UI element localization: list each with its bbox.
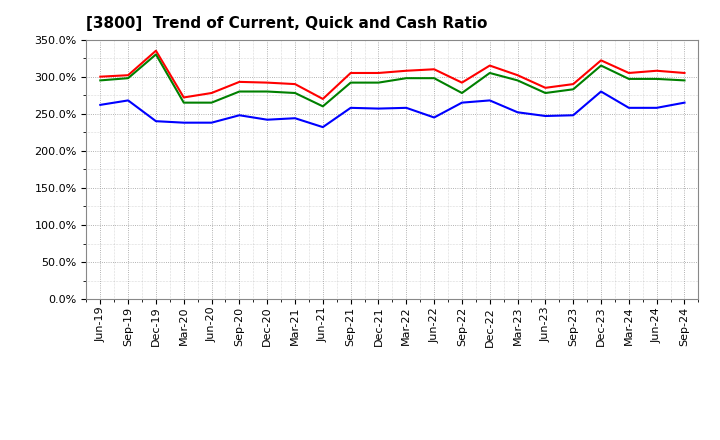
Quick Ratio: [402, 76, 410, 81]
Current Ratio: [346, 70, 355, 76]
Current Ratio: [263, 80, 271, 85]
Current Ratio: [652, 68, 661, 73]
Quick Ratio: [263, 89, 271, 94]
Cash Ratio: [597, 89, 606, 94]
Line: Cash Ratio: Cash Ratio: [100, 92, 685, 127]
Quick Ratio: [124, 76, 132, 81]
Current Ratio: [124, 73, 132, 78]
Quick Ratio: [652, 76, 661, 81]
Line: Current Ratio: Current Ratio: [100, 51, 685, 99]
Quick Ratio: [291, 90, 300, 95]
Quick Ratio: [318, 104, 327, 109]
Cash Ratio: [430, 115, 438, 120]
Quick Ratio: [96, 78, 104, 83]
Current Ratio: [597, 58, 606, 63]
Quick Ratio: [680, 78, 689, 83]
Current Ratio: [179, 95, 188, 100]
Quick Ratio: [152, 52, 161, 57]
Cash Ratio: [458, 100, 467, 105]
Quick Ratio: [430, 76, 438, 81]
Cash Ratio: [569, 113, 577, 118]
Cash Ratio: [541, 114, 550, 119]
Quick Ratio: [207, 100, 216, 105]
Current Ratio: [485, 63, 494, 68]
Current Ratio: [291, 81, 300, 87]
Current Ratio: [458, 80, 467, 85]
Current Ratio: [207, 90, 216, 95]
Line: Quick Ratio: Quick Ratio: [100, 55, 685, 106]
Current Ratio: [513, 73, 522, 78]
Cash Ratio: [680, 100, 689, 105]
Cash Ratio: [179, 120, 188, 125]
Cash Ratio: [124, 98, 132, 103]
Cash Ratio: [624, 105, 633, 110]
Current Ratio: [96, 74, 104, 79]
Quick Ratio: [179, 100, 188, 105]
Cash Ratio: [263, 117, 271, 122]
Quick Ratio: [458, 90, 467, 95]
Quick Ratio: [569, 87, 577, 92]
Quick Ratio: [624, 76, 633, 81]
Current Ratio: [430, 66, 438, 72]
Quick Ratio: [235, 89, 243, 94]
Text: [3800]  Trend of Current, Quick and Cash Ratio: [3800] Trend of Current, Quick and Cash …: [86, 16, 487, 32]
Cash Ratio: [96, 102, 104, 107]
Current Ratio: [541, 85, 550, 91]
Cash Ratio: [513, 110, 522, 115]
Current Ratio: [318, 96, 327, 102]
Cash Ratio: [346, 105, 355, 110]
Current Ratio: [374, 70, 383, 76]
Quick Ratio: [513, 78, 522, 83]
Quick Ratio: [346, 80, 355, 85]
Quick Ratio: [485, 70, 494, 76]
Cash Ratio: [291, 116, 300, 121]
Current Ratio: [235, 79, 243, 84]
Current Ratio: [569, 81, 577, 87]
Cash Ratio: [235, 113, 243, 118]
Cash Ratio: [152, 118, 161, 124]
Cash Ratio: [374, 106, 383, 111]
Cash Ratio: [402, 105, 410, 110]
Current Ratio: [402, 68, 410, 73]
Cash Ratio: [318, 125, 327, 130]
Current Ratio: [680, 70, 689, 76]
Current Ratio: [624, 70, 633, 76]
Cash Ratio: [485, 98, 494, 103]
Quick Ratio: [541, 90, 550, 95]
Quick Ratio: [597, 63, 606, 68]
Cash Ratio: [652, 105, 661, 110]
Cash Ratio: [207, 120, 216, 125]
Current Ratio: [152, 48, 161, 53]
Quick Ratio: [374, 80, 383, 85]
